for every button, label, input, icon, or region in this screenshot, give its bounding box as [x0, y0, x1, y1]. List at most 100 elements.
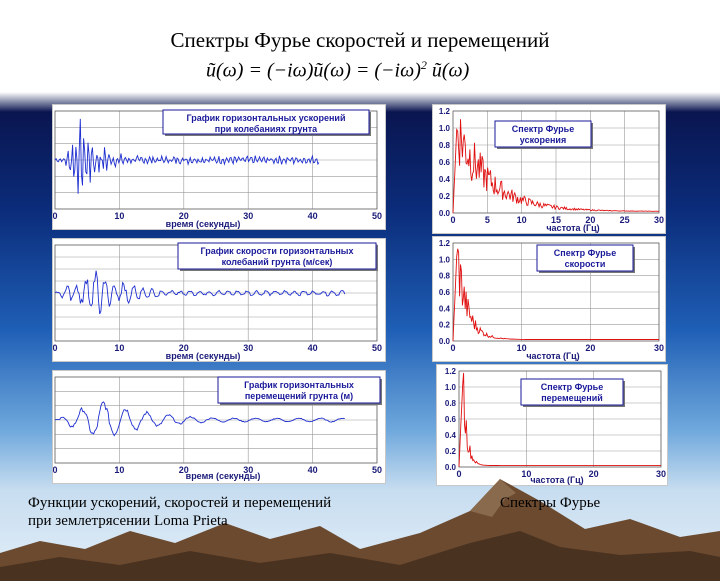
y-tick-label: 0.4: [439, 175, 451, 184]
title-box: [177, 242, 377, 270]
x-axis-label: частота (Гц): [526, 351, 579, 361]
acceleration-time-chart: 010203040506.04.02.00.0-2.0-4.0-6.0Графи…: [52, 104, 386, 230]
slide-title: Спектры Фурье скоростей и перемещений: [170, 28, 550, 52]
chart-title-line: скорости: [565, 259, 606, 269]
plot-frame: [452, 110, 660, 214]
y-tick-label: 1.0: [439, 255, 451, 264]
x-tick-label: 20: [589, 469, 599, 479]
y-tick-label: 1.0: [445, 383, 457, 392]
x-tick-label: 10: [517, 343, 527, 353]
x-tick-label: 10: [517, 215, 527, 225]
x-axis-label: время (секунды): [166, 351, 241, 361]
x-tick-label: 5: [485, 215, 490, 225]
formula-right: ũ(ω): [426, 59, 470, 82]
y-tick-label: 1.2: [439, 107, 451, 116]
title-box: [217, 376, 381, 404]
displacement-svg: 010203040500.150.100.050.00-0.05-0.10-0.…: [53, 376, 382, 481]
caption-left-line1: Функции ускорений, скоростей и перемещен…: [28, 495, 332, 511]
x-tick-label: 0: [53, 211, 58, 221]
caption-right: Спектры Фурье: [500, 495, 601, 511]
spectrum-trace: [452, 119, 660, 214]
x-tick-label: 10: [114, 465, 124, 475]
plot-frame: [458, 370, 662, 468]
spectrum-trace: [458, 372, 661, 468]
y-tick-label: 1.0: [439, 124, 451, 133]
x-tick-label: 0: [53, 465, 58, 475]
displacement-spectrum-chart: 0 10 20 30 1.2 1.0 0.8 0.6 0.4 0.2 0.0 Спектр Фурье…: [436, 364, 668, 486]
y-tick-label: 0.6: [439, 158, 451, 167]
y-tick-label: 0.6: [445, 415, 457, 424]
x-axis-label: время (секунды): [186, 471, 261, 481]
title-box: [162, 109, 370, 135]
formula-left: ũ(ω) = (−iω)ũ(ω) = (−iω): [206, 59, 421, 82]
x-tick-label: 20: [179, 211, 189, 221]
y-tick-label: 1.2: [439, 239, 451, 248]
x-tick-label: 50: [372, 465, 382, 475]
x-axis-label: частота (Гц): [546, 223, 599, 233]
y-tick-label: 0.4: [439, 304, 451, 313]
y-tick-label: 0.4: [445, 431, 457, 440]
plot-frame: [452, 242, 660, 342]
y-tick-label: 0.2: [439, 321, 451, 330]
x-tick-label: 40: [308, 343, 318, 353]
y-tick-label: 0.0: [439, 209, 451, 218]
x-tick-label: 20: [179, 465, 189, 475]
x-tick-label: 25: [620, 215, 630, 225]
chart-title-line: Спектр Фурье: [554, 248, 616, 258]
x-axis-label: время (секунды): [166, 219, 241, 229]
acceleration-svg: 010203040506.04.02.00.0-2.0-4.0-6.0Графи…: [53, 109, 382, 229]
formula-power: 2: [420, 58, 427, 72]
vel-spectrum-svg: 0 10 20 30 1.2 1.0 0.8 0.6 0.4 0.2 0.0 Спектр Фурье…: [439, 239, 664, 361]
x-tick-label: 30: [243, 211, 253, 221]
x-tick-label: 0: [450, 215, 455, 225]
signal-trace: [54, 401, 345, 437]
x-tick-label: 30: [243, 465, 253, 475]
y-tick-label: 0.8: [439, 141, 451, 150]
title-box: [536, 244, 634, 272]
x-tick-label: 30: [654, 343, 664, 353]
x-tick-label: 0: [456, 469, 461, 479]
velocity-svg: 010203040500.40.30.20.10.0-0.1-0.2-0.3-0…: [53, 242, 382, 361]
signal-trace: [54, 270, 346, 315]
y-tick-label: 0.8: [439, 272, 451, 281]
x-tick-label: 15: [551, 215, 561, 225]
disp-spectrum-svg: 0 10 20 30 1.2 1.0 0.8 0.6 0.4 0.2 0.0 Спектр Фурье…: [445, 367, 666, 485]
acc-spectrum-svg: 0 5 10 15 20 25 30 1.2 1.0 0.8 0.6 0.4 0.2 0.0 Спектр …: [439, 107, 664, 233]
x-tick-label: 10: [114, 211, 124, 221]
y-tick-label: 0.2: [439, 192, 451, 201]
chart-title-line: График скорости горизонтальных: [200, 246, 353, 256]
y-tick-label: 0.8: [445, 399, 457, 408]
velocity-time-chart: 010203040500.40.30.20.10.0-0.1-0.2-0.3-0…: [52, 238, 386, 362]
chart-title-line: перемещений грунта (м): [245, 391, 353, 401]
spectrum-trace: [452, 248, 659, 342]
x-tick-label: 50: [372, 343, 382, 353]
caption-left: Функции ускорений, скоростей и перемещен…: [28, 494, 331, 530]
x-tick-label: 40: [308, 211, 318, 221]
caption-left-line2: при землетрясении Loma Prieta: [28, 513, 228, 529]
x-tick-label: 0: [450, 343, 455, 353]
x-tick-label: 10: [521, 469, 531, 479]
y-tick-label: 0.6: [439, 288, 451, 297]
acceleration-spectrum-chart: 0 5 10 15 20 25 30 1.2 1.0 0.8 0.6 0.4 0.2 0.0 Спектр …: [432, 104, 666, 234]
title-box: [520, 378, 624, 406]
chart-title-line: перемещений: [541, 393, 603, 403]
chart-title-line: График горизонтальных: [244, 380, 354, 390]
fourier-formula: ũ(ω) = (−iω)ũ(ω) = (−iω)2 ũ(ω): [206, 58, 469, 83]
chart-title-line: ускорения: [520, 135, 566, 145]
plot-frame: [54, 376, 378, 464]
y-tick-label: 0.0: [445, 463, 457, 472]
x-tick-label: 20: [179, 343, 189, 353]
y-tick-label: 0.2: [445, 447, 457, 456]
x-tick-label: 40: [308, 465, 318, 475]
x-tick-label: 20: [585, 343, 595, 353]
chart-title-line: График горизонтальных ускорений: [187, 113, 346, 123]
y-tick-label: 1.2: [445, 367, 457, 376]
chart-title-line: Спектр Фурье: [541, 382, 603, 392]
displacement-time-chart: 010203040500.150.100.050.00-0.05-0.10-0.…: [52, 370, 386, 484]
mountain-silhouette: [0, 479, 720, 581]
x-tick-label: 50: [372, 211, 382, 221]
chart-title-line: колебаний грунта (м/сек): [222, 257, 333, 267]
x-tick-label: 30: [243, 343, 253, 353]
x-tick-label: 20: [585, 215, 595, 225]
signal-trace: [54, 118, 320, 194]
